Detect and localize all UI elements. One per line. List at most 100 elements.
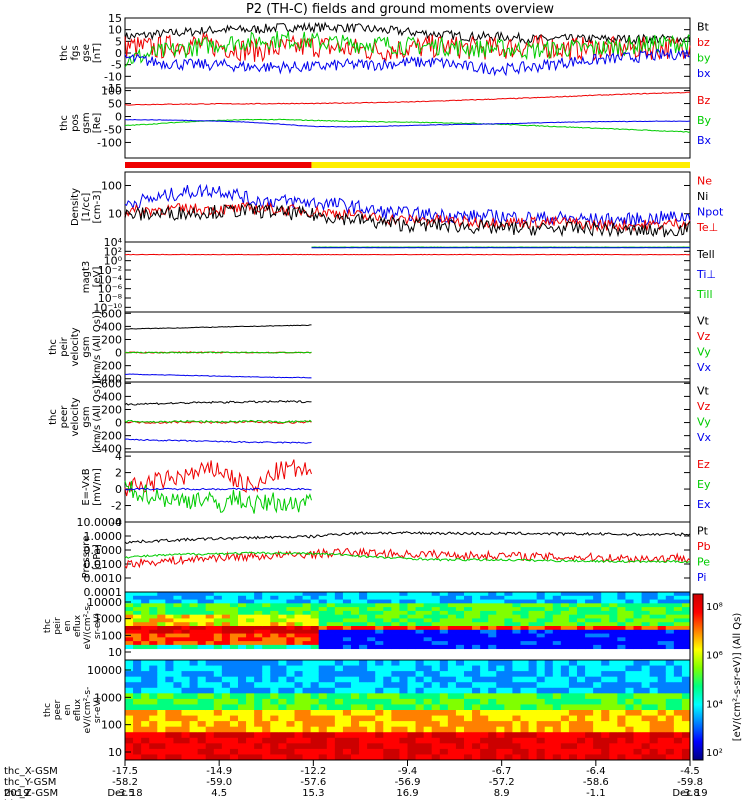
spec-cell xyxy=(149,607,158,612)
spec-cell xyxy=(560,737,570,744)
legend-entry: Bx xyxy=(697,134,712,147)
spec-cell xyxy=(270,665,279,672)
spec-cell xyxy=(310,732,320,739)
spec-cell xyxy=(213,704,223,711)
spec-cell xyxy=(423,737,433,744)
spec-cell xyxy=(625,743,634,750)
spec-cell xyxy=(593,704,602,711)
spec-cell xyxy=(480,614,489,619)
spec-cell xyxy=(617,614,626,619)
spec-cell xyxy=(480,671,489,678)
spec-cell xyxy=(359,595,368,600)
spec-cell xyxy=(367,710,376,716)
spec-cell xyxy=(423,743,433,750)
spec-cell xyxy=(246,748,255,755)
spec-cell xyxy=(601,743,610,750)
spec-cell xyxy=(294,671,303,678)
spec-cell xyxy=(407,748,416,755)
y-axis-label: [cm-3] xyxy=(92,190,103,223)
spec-cell xyxy=(173,682,182,689)
spec-cell xyxy=(641,737,651,744)
spec-cell xyxy=(617,732,626,739)
spec-cell xyxy=(149,737,158,744)
spec-cell xyxy=(173,704,182,711)
spec-cell xyxy=(528,737,538,744)
spec-cell xyxy=(577,748,586,755)
spec-cell xyxy=(149,595,158,600)
spec-cell xyxy=(455,629,465,634)
spec-cell xyxy=(593,671,602,678)
spec-cell xyxy=(560,660,570,666)
spec-cell xyxy=(673,671,683,678)
spec-cell xyxy=(181,693,190,700)
spec-cell xyxy=(334,592,344,597)
spec-cell xyxy=(318,710,328,716)
y-axis-label: pos xyxy=(70,114,81,132)
spec-cell xyxy=(577,618,586,623)
spec-cell xyxy=(455,743,465,750)
spec-cell xyxy=(294,737,303,744)
spec-cell xyxy=(359,726,368,733)
spec-cell xyxy=(270,732,279,739)
spec-cell xyxy=(342,698,352,705)
spec-cell xyxy=(625,682,634,689)
spec-cell xyxy=(407,610,416,616)
spec-cell xyxy=(464,726,473,733)
spec-cell xyxy=(464,737,473,744)
x-row-label: thc_X-GSM xyxy=(4,766,58,777)
spec-cell xyxy=(512,637,521,642)
spec-cell xyxy=(221,607,231,612)
spec-cell xyxy=(496,607,505,612)
spec-cell xyxy=(141,610,150,616)
spec-cell xyxy=(447,754,457,761)
spec-cell xyxy=(649,626,659,631)
spec-cell xyxy=(367,704,376,711)
spec-cell xyxy=(536,626,546,631)
spec-cell xyxy=(302,748,312,755)
spec-cell xyxy=(641,633,651,638)
legend-entry: Ni xyxy=(697,190,708,203)
spec-cell xyxy=(399,607,408,612)
spec-cell xyxy=(197,614,207,619)
spec-cell xyxy=(512,732,521,739)
y-tick-label: -2 xyxy=(111,500,122,513)
spec-cell xyxy=(342,618,352,623)
spec-cell xyxy=(367,592,376,597)
spec-cell xyxy=(488,592,497,597)
spec-cell xyxy=(391,726,400,733)
spec-cell xyxy=(399,622,408,627)
y-tick-label: 0 xyxy=(115,417,122,430)
spec-cell xyxy=(544,592,554,597)
spec-cell xyxy=(431,626,441,631)
spec-cell xyxy=(455,710,465,716)
spec-cell xyxy=(189,737,199,744)
spec-cell xyxy=(342,671,352,678)
spec-cell xyxy=(544,644,554,650)
spec-cell xyxy=(544,603,554,608)
spec-cell xyxy=(391,614,400,619)
spec-cell xyxy=(431,687,441,694)
spec-cell xyxy=(472,732,481,739)
spec-cell xyxy=(221,633,231,638)
spec-cell xyxy=(464,618,473,623)
spec-cell xyxy=(439,603,449,608)
spec-cell xyxy=(342,603,352,608)
spec-cell xyxy=(633,676,642,683)
spec-cell xyxy=(342,665,352,672)
spec-cell xyxy=(496,660,505,666)
spec-cell xyxy=(609,595,618,600)
spec-cell xyxy=(351,626,360,631)
spec-cell xyxy=(560,721,570,728)
spec-cell xyxy=(238,748,247,755)
spec-cell xyxy=(238,610,247,616)
spec-cell xyxy=(568,743,578,750)
spec-cell xyxy=(383,595,392,600)
spec-cell xyxy=(528,629,538,634)
spec-cell xyxy=(310,721,320,728)
spec-cell xyxy=(520,665,529,672)
spec-cell xyxy=(262,641,271,646)
spec-cell xyxy=(197,721,207,728)
spec-cell xyxy=(262,715,271,722)
spec-cell xyxy=(383,732,392,739)
spec-cell xyxy=(552,610,562,616)
